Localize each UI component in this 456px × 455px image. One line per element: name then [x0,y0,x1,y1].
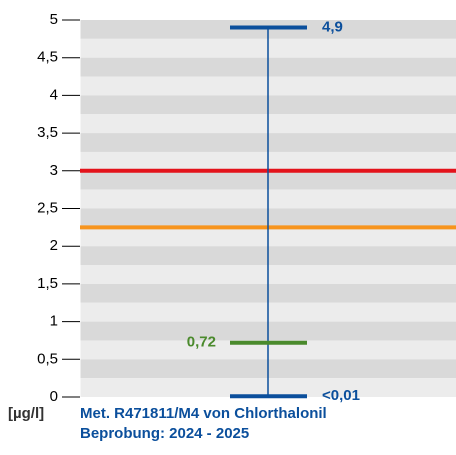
unit-label: [µg/l] [8,405,44,422]
y-tick-label: 3,5 [37,124,58,141]
y-tick-label: 2 [50,237,58,254]
value-label: <0,01 [322,387,360,404]
y-tick-label: 1 [50,313,58,330]
value-label: 4,9 [322,19,343,36]
y-tick-label: 2,5 [37,199,58,216]
y-tick-label: 4 [50,86,58,103]
y-tick-label: 0,5 [37,350,58,367]
y-tick-label: 0 [50,388,58,405]
chart-subtitle: Beprobung: 2024 - 2025 [80,425,249,442]
y-tick-label: 5 [50,11,58,28]
y-tick-label: 4,5 [37,49,58,66]
chart-title: Met. R471811/M4 von Chlorthalonil [80,405,327,422]
y-tick-label: 1,5 [37,275,58,292]
value-label: 0,72 [187,334,216,351]
y-tick-label: 3 [50,162,58,179]
